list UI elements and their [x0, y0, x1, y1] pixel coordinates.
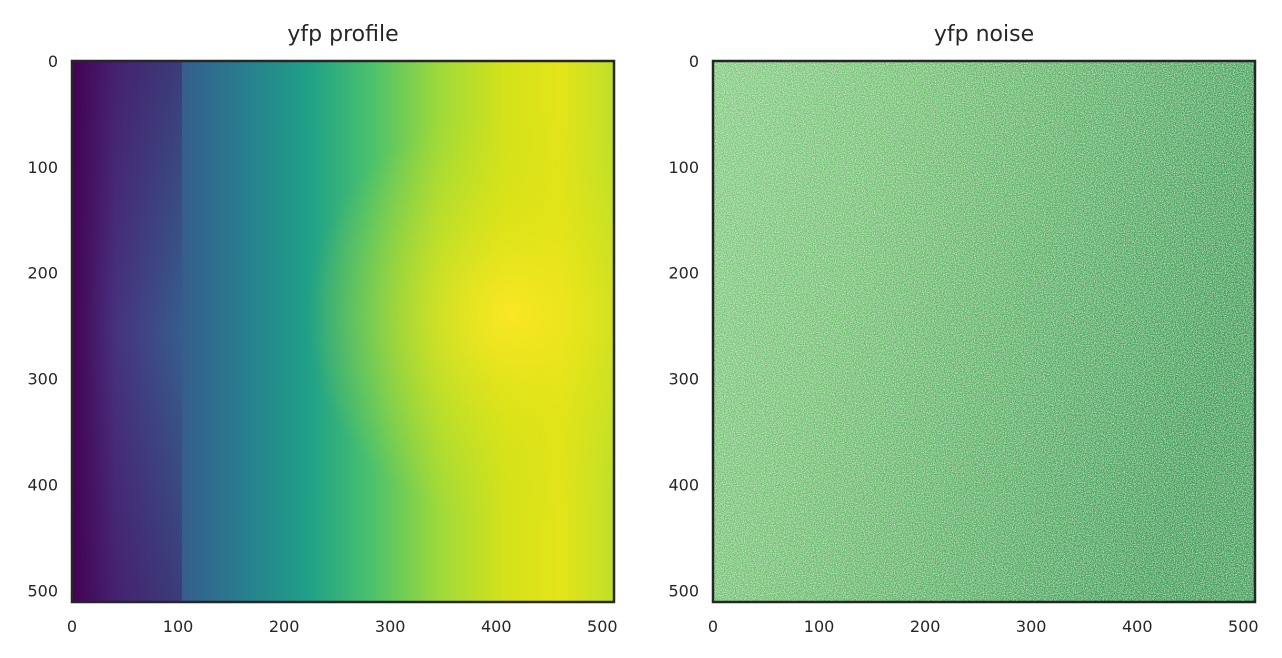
- y-tick-label: 400: [27, 475, 58, 494]
- y-tick-label: 300: [668, 370, 699, 389]
- heatmap-image-noise: [713, 61, 1255, 602]
- y-tick-label: 500: [27, 581, 58, 600]
- x-tick-label: 100: [163, 617, 194, 636]
- x-tick-label: 0: [708, 617, 718, 636]
- x-tick-label: 400: [481, 617, 512, 636]
- y-tick-label: 300: [27, 370, 58, 389]
- x-tick-label: 400: [1122, 617, 1153, 636]
- y-tick-label: 400: [668, 475, 699, 494]
- ticks-noise: 0 100 200 300 400 500 0 100 200 300 400 500: [668, 52, 1258, 636]
- panel-title-noise: yfp noise: [934, 22, 1034, 47]
- x-tick-label: 300: [375, 617, 406, 636]
- y-tick-label: 100: [27, 158, 58, 177]
- x-tick-label: 200: [910, 617, 941, 636]
- y-tick-label: 0: [689, 52, 699, 71]
- y-tick-label: 0: [48, 52, 58, 71]
- heatmap-image-profile: [72, 61, 614, 602]
- x-tick-label: 500: [587, 617, 618, 636]
- axes-frame-profile: [70, 59, 616, 604]
- panel-yfp-noise: yfp noise 0 100 200 300 400 500 0 100 200 300 400 5…: [668, 22, 1258, 636]
- ticks-profile: 0 100 200 300 400 500 0 100 200 300 400 500: [27, 52, 617, 636]
- y-tick-label: 100: [668, 158, 699, 177]
- x-tick-label: 200: [269, 617, 300, 636]
- x-tick-label: 300: [1016, 617, 1047, 636]
- y-tick-label: 500: [668, 581, 699, 600]
- x-tick-label: 100: [804, 617, 835, 636]
- axes-frame-noise: [711, 59, 1257, 604]
- y-tick-label: 200: [27, 264, 58, 283]
- x-tick-label: 0: [67, 617, 77, 636]
- panel-title-profile: yfp profile: [287, 22, 398, 47]
- panel-yfp-profile: yfp profile 0 100 200 300 400 500 0 100 200 300 40…: [27, 22, 617, 636]
- y-tick-label: 200: [668, 264, 699, 283]
- x-tick-label: 500: [1228, 617, 1259, 636]
